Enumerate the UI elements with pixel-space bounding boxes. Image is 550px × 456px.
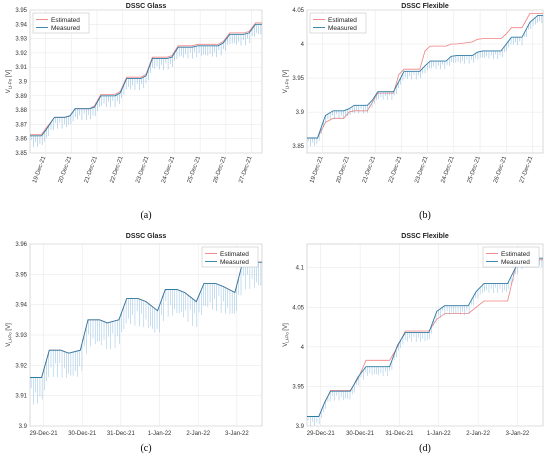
x-tick-label: 22-Dec-21 — [388, 155, 403, 184]
y-tick-label: 4.05 — [292, 305, 304, 311]
chart-panel-c: 3.9 3.91 3.92 3.93 3.94 3.95 3.96 29-Dec-21 30-D… — [6, 233, 263, 454]
y-tick-label: 3.9 — [19, 424, 28, 430]
x-tick-label: 27-Dec-21 — [519, 155, 534, 184]
x-tick-label: 21-Dec-21 — [362, 155, 377, 184]
series-line-estimated — [307, 12, 543, 139]
x-tick-label: 26-Dec-21 — [213, 155, 228, 184]
y-tick-label: 3.91 — [15, 65, 27, 71]
y-tick-label: 3.93 — [15, 333, 27, 339]
x-tick-label: 29-Dec-21 — [307, 431, 336, 437]
chart-title: DSSC Flexible — [401, 3, 449, 10]
legend-entry: Measured — [501, 259, 530, 266]
legend-entry: Estimated — [220, 251, 249, 258]
series-line-estimated — [307, 259, 543, 417]
series-line-measured — [307, 14, 543, 139]
y-tick-label: 3.9 — [296, 424, 305, 430]
y-tick-label: 3.95 — [15, 8, 27, 14]
chart-panel-a: 3.85 3.86 3.87 3.88 3.89 3.9 3.91 3.92 3.93 3.94 3… — [6, 3, 263, 221]
y-tick-label: 3.87 — [15, 122, 27, 128]
x-tick-label: 25-Dec-21 — [467, 155, 482, 184]
legend-entry: Estimated — [501, 251, 530, 258]
x-tick-label: 29-Dec-21 — [30, 431, 59, 437]
plot-area — [306, 9, 544, 154]
y-tick-label: 3.95 — [15, 272, 27, 278]
y-axis-label: VLi-Po [V] — [6, 69, 13, 93]
x-tick-label: 23-Dec-21 — [414, 155, 429, 184]
series-line-measured — [30, 23, 262, 137]
y-tick-label: 3.89 — [15, 94, 27, 100]
y-tick-label: 3.9 — [19, 80, 28, 86]
x-tick-label: 1-Jan-22 — [148, 431, 172, 437]
y-tick-label: 3.95 — [292, 76, 304, 82]
x-tick-label: 2-Jan-22 — [466, 431, 490, 437]
panel-label: (a) — [140, 210, 151, 221]
y-tick-label: 3.91 — [15, 394, 27, 400]
x-tick-label: 24-Dec-21 — [161, 155, 176, 184]
y-tick-label: 3.85 — [15, 151, 27, 157]
legend-entry: Estimated — [51, 17, 80, 24]
y-tick-label: 3.92 — [15, 363, 27, 369]
legend-entry: Estimated — [328, 17, 357, 24]
y-tick-label: 3.9 — [296, 110, 305, 116]
x-tick-label: 23-Dec-21 — [135, 155, 150, 184]
chart-panel-d: 3.9 3.95 4 4.05 4.1 29-Dec-21 30-Dec-21 31-Dec-… — [283, 233, 544, 454]
x-tick-label: 25-Dec-21 — [187, 155, 202, 184]
y-tick-label: 4.1 — [296, 266, 305, 272]
y-tick-label: 3.95 — [292, 384, 304, 390]
series-line-measured — [307, 257, 543, 417]
y-tick-label: 3.93 — [15, 37, 27, 43]
x-tick-label: 22-Dec-21 — [109, 155, 124, 184]
y-tick-label: 3.96 — [15, 242, 27, 248]
y-tick-label: 3.88 — [15, 108, 27, 114]
x-tick-label: 24-Dec-21 — [441, 155, 456, 184]
x-tick-label: 1-Jan-22 — [427, 431, 451, 437]
panel-label: (d) — [419, 443, 431, 454]
x-tick-label: 20-Dec-21 — [58, 155, 73, 184]
y-tick-label: 3.85 — [292, 144, 304, 150]
y-tick-label: 3.94 — [15, 303, 27, 309]
y-axis-label: VLi-Po [V] — [283, 69, 290, 93]
chart-title: DSSC Glass — [126, 233, 167, 240]
y-axis-label: VLi-Po [V] — [6, 323, 13, 347]
x-tick-label: 31-Dec-21 — [385, 431, 414, 437]
x-tick-label: 31-Dec-21 — [107, 431, 136, 437]
x-tick-label: 2-Jan-22 — [186, 431, 210, 437]
chart-title: DSSC Flexible — [401, 233, 449, 240]
x-tick-label: 19-Dec-21 — [32, 155, 47, 184]
chart-title: DSSC Glass — [126, 3, 167, 10]
x-tick-label: 19-Dec-21 — [309, 155, 324, 184]
legend-entry: Measured — [328, 25, 357, 32]
panel-label: (c) — [140, 443, 151, 454]
x-tick-label: 20-Dec-21 — [336, 155, 351, 184]
x-tick-label: 30-Dec-21 — [68, 431, 97, 437]
panel-label: (b) — [419, 210, 431, 221]
x-tick-label: 3-Jan-22 — [506, 431, 530, 437]
y-tick-label: 3.86 — [15, 137, 27, 143]
x-tick-label: 27-Dec-21 — [238, 155, 253, 184]
y-tick-label: 4 — [301, 345, 305, 351]
series-line-measured — [30, 261, 262, 378]
y-tick-label: 4.05 — [292, 8, 304, 14]
chart-panel-b: 3.85 3.9 3.95 4 4.05 19-Dec-21 20-Dec-21 21-Dec… — [283, 3, 544, 221]
x-tick-label: 26-Dec-21 — [493, 155, 508, 184]
legend-entry: Measured — [51, 25, 80, 32]
legend-entry: Measured — [220, 259, 249, 266]
y-axis-label: VLi-Po [V] — [283, 323, 290, 347]
y-tick-label: 3.92 — [15, 51, 27, 57]
x-tick-label: 21-Dec-21 — [84, 155, 99, 184]
x-tick-label: 30-Dec-21 — [346, 431, 375, 437]
y-tick-label: 4 — [301, 42, 305, 48]
x-tick-label: 3-Jan-22 — [225, 431, 249, 437]
y-tick-label: 3.94 — [15, 22, 27, 28]
